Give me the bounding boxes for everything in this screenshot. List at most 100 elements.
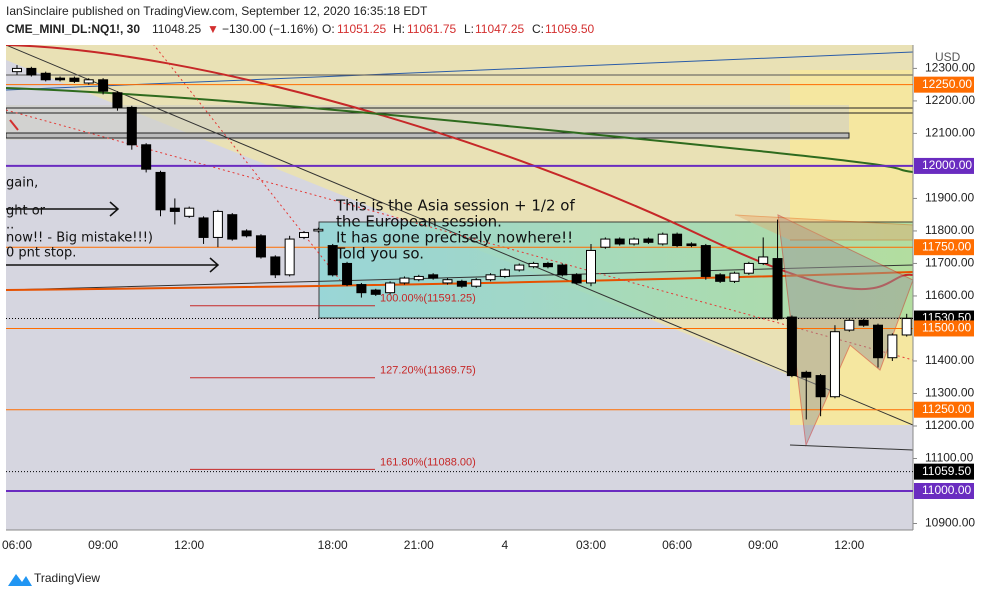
footer-logo — [8, 574, 32, 586]
candle-body — [169, 207, 180, 212]
symbol: CME_MINI_DL:NQ1!, 30 — [6, 22, 140, 36]
open-label: O: — [322, 22, 335, 36]
candle-body — [643, 238, 654, 243]
candle-body — [815, 375, 826, 398]
candle-body — [385, 282, 396, 294]
y-tick-label: 12300.00 — [925, 61, 975, 75]
y-tick-label: 12200.00 — [925, 93, 975, 107]
annotation: the European session. — [336, 213, 502, 231]
close-label: C: — [532, 22, 544, 36]
price-tag-label: 11750.00 — [922, 239, 971, 253]
candle-body — [370, 289, 381, 295]
candle-body — [12, 67, 22, 73]
candle-body — [456, 280, 467, 287]
price-tag-label: 11250.00 — [922, 402, 971, 416]
price-tag — [914, 482, 974, 499]
x-tick-label: 03:00 — [576, 538, 606, 552]
candle-body — [672, 233, 683, 247]
candle-body — [485, 274, 496, 281]
candle-body — [212, 210, 223, 238]
candle-body — [55, 77, 66, 81]
y-tick-label: 10900.00 — [925, 516, 975, 530]
left-note: ght or — [6, 204, 46, 219]
candle-body — [155, 171, 166, 211]
footer-brand: TradingView — [34, 571, 100, 585]
candle-body — [772, 258, 783, 320]
candle-body — [729, 272, 740, 282]
price-tag-label: 11059.50 — [922, 464, 971, 478]
arrow: ▼ — [207, 22, 219, 36]
left-note: now!! - Big mistake!!!) — [6, 231, 153, 246]
candle-body — [241, 230, 252, 237]
candle-body — [141, 144, 152, 170]
publisher: IanSinclaire published on TradingView.co… — [6, 4, 428, 18]
candle-body — [313, 228, 324, 232]
annotation: This is the Asia session + 1/2 of — [335, 197, 575, 215]
currency: USD — [935, 50, 961, 64]
y-tick-label: 12100.00 — [925, 126, 975, 140]
candle-body — [184, 207, 195, 217]
candle-body — [829, 331, 840, 398]
x-tick-label: 06:00 — [662, 538, 692, 552]
candle-body — [356, 284, 367, 294]
candle-body — [69, 77, 80, 82]
candle-body — [126, 106, 137, 146]
price-tag — [914, 463, 974, 480]
x-tick-label: 18:00 — [318, 538, 348, 552]
candle-body — [83, 79, 94, 84]
candle-body — [614, 238, 625, 245]
annotation: Told you so. — [335, 245, 424, 263]
candle-body — [887, 334, 898, 359]
candle-body — [227, 214, 238, 240]
candle-body — [413, 275, 424, 281]
candle-body — [270, 256, 281, 276]
candle-body — [715, 274, 726, 282]
price-tag — [914, 157, 974, 174]
low: 11047.25 — [475, 22, 524, 36]
x-tick-label: 09:00 — [748, 538, 778, 552]
price-tag-label: 12250.00 — [922, 77, 972, 91]
y-tick-label: 11300.00 — [925, 386, 974, 400]
candle-body — [198, 217, 209, 238]
overlay — [6, 65, 913, 492]
x-tick-label: 12:00 — [174, 538, 204, 552]
annotation: It has gone precisely nowhere!! — [336, 229, 573, 247]
candle-body — [586, 249, 596, 284]
x-tick-label: 09:00 — [88, 538, 118, 552]
price-tag-label: 11000.00 — [922, 483, 971, 497]
candle-body — [342, 262, 353, 286]
price-tag-label: 12000.00 — [922, 158, 972, 172]
left-note: gain, — [6, 176, 38, 191]
candle-body — [98, 79, 109, 92]
candle-body — [700, 245, 711, 277]
y-tick-label: 11700.00 — [925, 256, 974, 270]
open: 11051.25 — [337, 22, 386, 36]
candle-body — [758, 256, 769, 264]
candle-body — [786, 316, 797, 377]
y-tick-label: 11600.00 — [925, 288, 974, 302]
candle-body — [299, 232, 309, 238]
candle-body — [844, 319, 855, 331]
price-tag-label: 11500.00 — [922, 321, 971, 335]
y-tick-label: 11100.00 — [925, 451, 974, 465]
candle-body — [743, 262, 754, 274]
high: 11061.75 — [407, 22, 456, 36]
candle-body — [801, 371, 812, 378]
low-label: L: — [464, 22, 474, 36]
price-tag — [914, 401, 974, 418]
candle-body — [657, 233, 668, 245]
y-tick-label: 11400.00 — [925, 353, 974, 367]
price-tag — [914, 76, 974, 93]
candle-body — [471, 279, 482, 287]
candle-body — [557, 264, 568, 276]
change: −130.00 (−1.16%) — [222, 22, 318, 36]
left-note: 0 pnt stop. — [6, 246, 76, 261]
plot-background — [6, 45, 913, 530]
candle-body — [399, 277, 410, 284]
candle-body — [284, 238, 295, 276]
x-tick-label: 12:00 — [834, 538, 864, 552]
candle-body — [40, 72, 51, 81]
candle-body — [442, 279, 453, 284]
last-price: 11048.25 — [152, 22, 201, 36]
